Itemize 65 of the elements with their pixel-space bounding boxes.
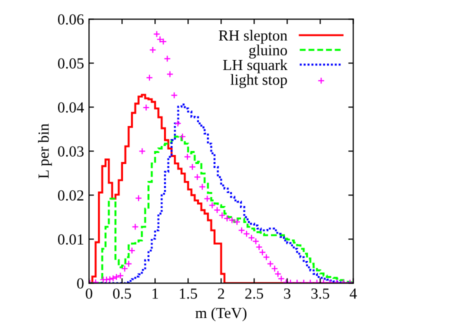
point xyxy=(198,183,206,190)
point xyxy=(116,272,124,280)
point xyxy=(164,55,171,62)
point xyxy=(188,163,196,170)
point xyxy=(112,273,120,280)
point xyxy=(252,238,260,245)
point xyxy=(174,120,182,127)
point xyxy=(194,174,201,181)
y-tick-label: 0.01 xyxy=(58,234,84,245)
x-tick-label: 0.5 xyxy=(113,288,131,299)
y-tick-label: 0.06 xyxy=(58,14,84,25)
point xyxy=(262,254,270,261)
point xyxy=(100,276,107,284)
x-tick-label: 0 xyxy=(86,288,92,299)
point xyxy=(149,46,156,54)
y-tick-label: 0.04 xyxy=(58,102,84,113)
legend-label: gluino xyxy=(249,44,287,59)
point xyxy=(178,133,186,140)
y-tick-label: 0.05 xyxy=(58,58,84,69)
point xyxy=(233,218,240,226)
point xyxy=(248,234,256,242)
point xyxy=(142,104,150,112)
point xyxy=(204,195,211,202)
point xyxy=(184,153,191,160)
point xyxy=(153,30,160,38)
legend-label: RH slepton xyxy=(218,30,288,44)
x-tick-label: 2.5 xyxy=(245,288,264,299)
point xyxy=(214,206,221,214)
y-tick-label: 0.02 xyxy=(58,190,84,201)
point xyxy=(146,74,153,82)
point xyxy=(271,265,278,272)
y-tick-label: 0 xyxy=(77,278,84,289)
x-tick-label: 1 xyxy=(152,288,158,299)
point xyxy=(128,247,136,254)
y-tick-label: 0.03 xyxy=(58,146,84,157)
x-tick-label: 3.5 xyxy=(311,288,330,299)
point xyxy=(224,214,231,222)
x-tick-label: 1.5 xyxy=(180,288,198,299)
point xyxy=(156,36,164,43)
y-axis-title: L per bin xyxy=(38,124,52,178)
point xyxy=(218,212,226,219)
point xyxy=(256,244,263,251)
point xyxy=(132,223,139,230)
x-tick-label: 4 xyxy=(350,288,357,299)
point xyxy=(278,275,285,282)
point xyxy=(243,230,250,238)
point xyxy=(238,226,246,234)
point xyxy=(228,216,236,224)
point xyxy=(170,92,178,99)
point xyxy=(166,70,174,78)
point xyxy=(135,194,142,202)
point xyxy=(266,260,274,268)
x-tick-label: 2 xyxy=(218,288,224,299)
point xyxy=(103,276,110,284)
point xyxy=(110,274,117,282)
legend-label: LH squark xyxy=(223,59,288,74)
legend-label: light stop xyxy=(230,74,287,88)
point xyxy=(208,202,216,209)
point xyxy=(274,270,282,278)
point xyxy=(160,38,167,46)
point xyxy=(258,248,266,256)
point xyxy=(106,276,114,283)
point xyxy=(138,148,146,155)
x-tick-label: 3 xyxy=(284,288,290,299)
x-axis-title: m (TeV) xyxy=(195,307,246,322)
